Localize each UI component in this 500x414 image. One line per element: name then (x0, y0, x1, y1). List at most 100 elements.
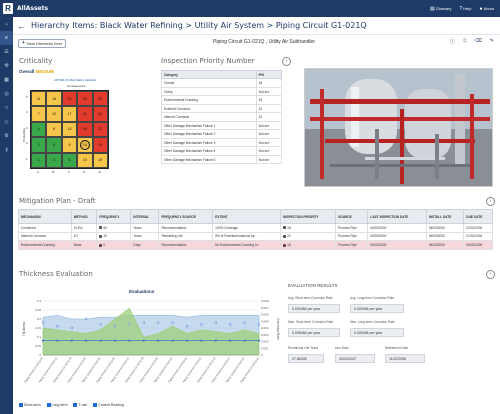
matrix-cell[interactable]: 23 (77, 91, 93, 107)
matrix-cell[interactable]: 16 (46, 91, 62, 107)
about-link[interactable]: ●About (480, 6, 494, 12)
key-icon[interactable]: ⚷ (4, 147, 9, 153)
table-row: Other Damage Mechanism Failure 1 Not set (161, 120, 283, 131)
mitigation-header[interactable]: FREQUENCY SOURCE (158, 209, 214, 224)
retirement-date-label: Retirement Date (385, 346, 409, 350)
new-hierarchy-item-button[interactable]: + New Hierarchy Item (18, 38, 67, 48)
data-point-t-min (99, 339, 102, 342)
evaluations-chart: Evaluations 0.3 0.25 0.2 0.15 0.1 0.05 0 0.008 0… (19, 285, 283, 401)
edit-icon[interactable]: ✎ (489, 38, 494, 44)
mitigation-header[interactable]: INSPECTION PRIORITY (280, 209, 337, 224)
data-point-current (171, 321, 174, 324)
y2-axis-label: Corrosion Rate (276, 318, 280, 340)
back-arrow-icon[interactable]: ← (17, 20, 26, 31)
matrix-cell[interactable]: 21 (77, 106, 93, 122)
mitigation-header[interactable]: INSTALL DATE (425, 209, 465, 224)
breadcrumb[interactable]: Hierarchy Items: Black Water Refining > … (31, 21, 367, 30)
copy-icon[interactable]: ⧉ (463, 38, 467, 44)
data-point-current (200, 323, 203, 326)
matrix-cell[interactable]: 1 (31, 152, 47, 168)
wrench-icon[interactable]: ⚒ (4, 63, 9, 69)
hierarchy-icon[interactable]: ≡ (0, 31, 13, 45)
mitigation-cell: 06/03/2000 (367, 231, 427, 242)
matrix-cell[interactable]: 22 (92, 121, 108, 138)
max-long-term-field[interactable]: 0.005466 per year (350, 328, 404, 337)
legend-t-min[interactable]: T-min (73, 403, 88, 408)
info-icon[interactable]: ⓘ (450, 39, 456, 45)
avg-short-term-field[interactable]: 0.003466 per year (288, 304, 340, 313)
matrix-cell[interactable]: 19 (92, 137, 108, 153)
matrix-cell[interactable]: 2 (31, 137, 47, 153)
matrix-cell[interactable]: 13 (61, 121, 78, 138)
globe-icon[interactable]: ◎ (4, 91, 9, 97)
mitigation-header[interactable]: LAST INSPECTION DATE (367, 209, 427, 224)
legend-short-term[interactable]: Short-term (19, 403, 41, 408)
ipn-category-cell: Other Damage Mechanism Failure 5 (161, 154, 257, 165)
retirement-date-field[interactable]: 11/22/2055 (385, 354, 425, 363)
settings-icon[interactable]: ⚙ (4, 133, 9, 139)
help-label: Help (463, 5, 472, 11)
document-icon[interactable]: □ (4, 105, 9, 111)
glossary-link[interactable]: ▤Glossary (430, 6, 452, 12)
max-short-term-field[interactable]: 0.005466 per year (288, 328, 340, 337)
data-point-current (214, 321, 218, 324)
mitigation-header[interactable]: DUE DATE (463, 209, 493, 224)
matrix-cell[interactable]: 24 (92, 106, 108, 122)
ipn-value-cell: Not set (255, 146, 283, 156)
avg-long-term-field[interactable]: 0.003466 per year (350, 304, 404, 313)
user-icon: ● (479, 5, 483, 12)
table-row: Environmental Cracking 18 (161, 95, 283, 105)
matrix-cell[interactable]: 18 (77, 121, 93, 138)
mitigation-header[interactable]: SOURCE (335, 209, 369, 224)
matrix-cell[interactable]: 11 (31, 91, 47, 107)
item-title: Piping Circuit G1-021Q , Utility Air Sub… (213, 39, 315, 45)
table-row[interactable]: Combined VI-Ext 60 Years Recommendation 100% … (18, 223, 493, 233)
status-dot-icon (99, 235, 103, 239)
table-row[interactable]: Internal Corrosion UT 10 Years Remaining Lif… (18, 231, 493, 242)
help-link[interactable]: ?Help (460, 6, 472, 12)
mitigation-cell: 10 (96, 231, 132, 242)
consequence-label: Consequence (67, 84, 86, 88)
mitigation-header[interactable]: INTERVAL (130, 209, 160, 224)
mitigation-info-icon[interactable]: › (486, 197, 495, 206)
grid-icon[interactable]: ▦ (4, 77, 9, 83)
list-icon[interactable]: ☰ (4, 49, 9, 55)
matrix-cell[interactable]: 9 (61, 137, 78, 153)
legend-long-term[interactable]: Long-term (46, 403, 67, 408)
matrix-cell[interactable]: 4 (31, 121, 47, 138)
matrix-cell[interactable]: 5 (46, 137, 62, 153)
y-tick-label: 0.3 (37, 299, 42, 303)
matrix-cell[interactable]: 25 (92, 91, 108, 107)
mitigation-header[interactable]: METHOD (70, 209, 98, 224)
matrix-cell[interactable]: 3 (46, 152, 62, 168)
mitigation-cell: 02/01/2030 (463, 223, 493, 233)
delete-icon[interactable]: ⌫ (474, 38, 482, 44)
matrix-cell[interactable]: 14 (77, 137, 93, 153)
matrix-cell[interactable]: 17 (61, 106, 78, 122)
checkbox-icon (93, 403, 98, 408)
mitigation-header[interactable]: MECHANISM (18, 209, 72, 224)
legend-current-reading[interactable]: Current Reading (93, 403, 124, 408)
matrix-cell[interactable]: 10 (77, 152, 93, 168)
matrix-cell[interactable]: 15 (92, 152, 108, 168)
matrix-cell[interactable]: 12 (46, 106, 62, 122)
home-icon[interactable]: ⌂ (4, 21, 9, 27)
table-row[interactable]: Environmental Cracking None 0 Days Recommend… (18, 240, 493, 250)
layers-icon[interactable]: ◇ (4, 119, 9, 125)
due-date-field[interactable]: 03/20/2027 (335, 354, 375, 363)
matrix-cell[interactable]: 6 (61, 152, 78, 168)
mitigation-header[interactable]: FREQUENCY (96, 209, 132, 224)
matrix-cell[interactable]: 20 (61, 91, 78, 107)
avg-short-term-label: Avg. Short-term Corrosion Rate (288, 296, 333, 300)
app-logo[interactable]: R (3, 3, 13, 14)
checkbox-icon (73, 403, 78, 408)
mitigation-header[interactable]: EXTENT (212, 209, 282, 224)
ipn-header-ipn[interactable]: IPN (255, 69, 283, 80)
ipn-info-icon[interactable]: › (282, 57, 291, 66)
matrix-cell[interactable]: 7 (31, 106, 47, 122)
ipn-header-category[interactable]: Category (161, 69, 257, 80)
matrix-cell[interactable]: 8 (46, 121, 62, 138)
remaining-life-field[interactable]: 27.66005 (288, 354, 324, 363)
thickness-info-icon[interactable]: › (486, 270, 495, 279)
legend-label: T-min (78, 403, 88, 407)
